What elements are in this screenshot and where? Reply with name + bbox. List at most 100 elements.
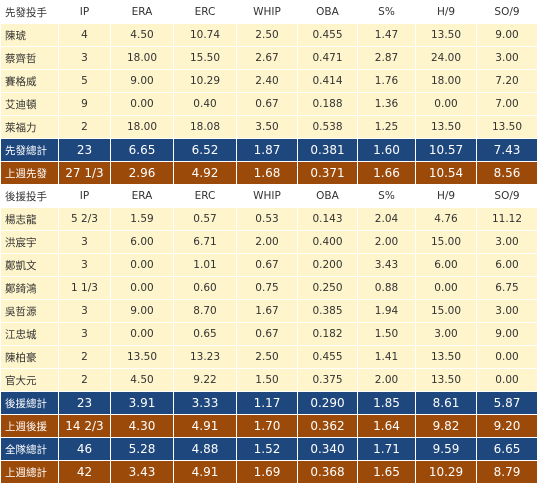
stat-oba: 0.290 (297, 391, 358, 415)
stat-erc: 4.88 (173, 437, 237, 461)
stat-ip: 14 2/3 (58, 414, 111, 438)
stat-era: 0.00 (110, 253, 174, 277)
stat-oba: 0.182 (297, 322, 358, 346)
stat-h9: 18.00 (415, 69, 477, 93)
column-header: OBA (297, 0, 358, 24)
stat-ip: 5 (58, 69, 111, 93)
stat-so9: 6.75 (476, 276, 537, 300)
section-header-label: 後援投手 (0, 184, 59, 208)
stat-erc: 6.71 (173, 230, 237, 254)
section-header-label: 先發投手 (0, 0, 59, 24)
stat-era: 0.00 (110, 276, 174, 300)
stat-ip: 3 (58, 46, 111, 70)
stat-so9: 5.87 (476, 391, 537, 415)
stat-s: 1.76 (357, 69, 416, 93)
column-header: IP (58, 0, 111, 24)
stat-s: 1.47 (357, 23, 416, 47)
stat-whip: 2.40 (236, 69, 298, 93)
stat-oba: 0.368 (297, 460, 358, 484)
stat-h9: 10.57 (415, 138, 477, 162)
stat-oba: 0.400 (297, 230, 358, 254)
stat-s: 1.85 (357, 391, 416, 415)
row-label: 上週先發 (0, 161, 59, 185)
stat-h9: 15.00 (415, 299, 477, 323)
stat-h9: 8.61 (415, 391, 477, 415)
stat-so9: 9.20 (476, 414, 537, 438)
stat-h9: 9.59 (415, 437, 477, 461)
stat-erc: 4.92 (173, 161, 237, 185)
stat-whip: 0.67 (236, 322, 298, 346)
stat-oba: 0.455 (297, 345, 358, 369)
stat-era: 6.00 (110, 230, 174, 254)
stat-s: 1.66 (357, 161, 416, 185)
row-label: 艾迪頓 (0, 92, 59, 116)
stat-s: 1.50 (357, 322, 416, 346)
stat-s: 1.36 (357, 92, 416, 116)
stat-erc: 0.65 (173, 322, 237, 346)
stat-oba: 0.471 (297, 46, 358, 70)
stat-ip: 42 (58, 460, 111, 484)
stat-ip: 9 (58, 92, 111, 116)
stat-ip: 2 (58, 368, 111, 392)
stat-s: 1.64 (357, 414, 416, 438)
row-label: 萊福力 (0, 115, 59, 139)
row-label: 江忠城 (0, 322, 59, 346)
column-header: ERA (110, 0, 174, 24)
stat-h9: 13.50 (415, 368, 477, 392)
row-label: 先發總計 (0, 138, 59, 162)
stat-h9: 9.82 (415, 414, 477, 438)
stat-whip: 0.67 (236, 253, 298, 277)
stat-h9: 13.50 (415, 23, 477, 47)
row-label: 全隊總計 (0, 437, 59, 461)
stat-h9: 0.00 (415, 276, 477, 300)
stat-era: 4.50 (110, 368, 174, 392)
stat-whip: 1.67 (236, 299, 298, 323)
stat-so9: 7.00 (476, 92, 537, 116)
stat-erc: 4.91 (173, 460, 237, 484)
stat-erc: 10.29 (173, 69, 237, 93)
stat-oba: 0.385 (297, 299, 358, 323)
starters-last-week-row: 上週先發 27 1/3 2.96 4.92 1.68 0.371 1.66 10.54 8.56… (0, 161, 537, 185)
column-header: SO/9 (476, 184, 537, 208)
stat-s: 2.87 (357, 46, 416, 70)
stat-s: 1.25 (357, 115, 416, 139)
column-header: ERA (110, 184, 174, 208)
stat-oba: 0.371 (297, 161, 358, 185)
stat-s: 0.88 (357, 276, 416, 300)
stat-whip: 2.67 (236, 46, 298, 70)
stat-ip: 23 (58, 138, 111, 162)
stat-s: 1.94 (357, 299, 416, 323)
stat-so9: 0.00 (476, 368, 537, 392)
stat-whip: 1.68 (236, 161, 298, 185)
stat-ip: 23 (58, 391, 111, 415)
stat-h9: 4.76 (415, 207, 477, 231)
column-header: IP (58, 184, 111, 208)
stat-erc: 8.70 (173, 299, 237, 323)
stat-ip: 3 (58, 322, 111, 346)
stat-erc: 6.52 (173, 138, 237, 162)
stat-whip: 1.52 (236, 437, 298, 461)
row-label: 蔡齊哲 (0, 46, 59, 70)
stat-oba: 0.455 (297, 23, 358, 47)
stat-oba: 0.200 (297, 253, 358, 277)
stat-erc: 13.23 (173, 345, 237, 369)
stat-so9: 3.00 (476, 230, 537, 254)
stat-s: 1.71 (357, 437, 416, 461)
stat-whip: 0.67 (236, 92, 298, 116)
stat-h9: 3.00 (415, 322, 477, 346)
row-label: 賽格威 (0, 69, 59, 93)
stat-so9: 9.00 (476, 23, 537, 47)
